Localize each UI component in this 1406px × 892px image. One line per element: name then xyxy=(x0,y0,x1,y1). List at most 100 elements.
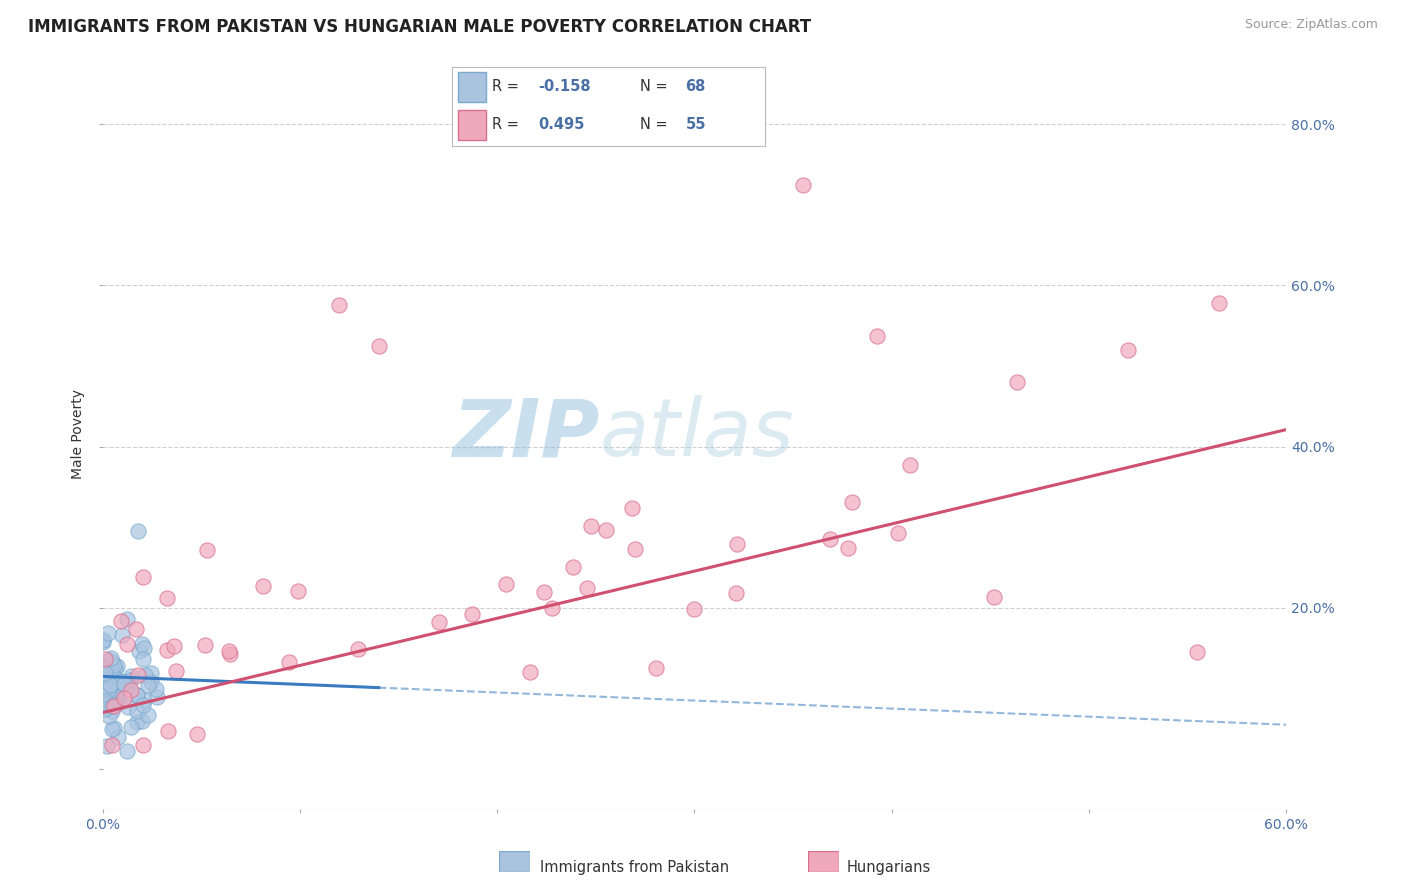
Text: atlas: atlas xyxy=(599,395,794,474)
Point xyxy=(101,704,124,718)
Point xyxy=(125,688,148,702)
Text: Hungarians: Hungarians xyxy=(846,860,931,874)
Point xyxy=(117,699,139,714)
Point xyxy=(94,694,117,708)
Point xyxy=(93,633,115,648)
Point xyxy=(132,738,155,752)
Point xyxy=(100,665,122,679)
Text: IMMIGRANTS FROM PAKISTAN VS HUNGARIAN MALE POVERTY CORRELATION CHART: IMMIGRANTS FROM PAKISTAN VS HUNGARIAN MA… xyxy=(28,18,811,36)
Point xyxy=(218,643,240,657)
Point xyxy=(94,701,117,715)
Point xyxy=(866,329,889,343)
Point xyxy=(97,653,120,667)
Point xyxy=(103,721,125,735)
Point xyxy=(105,659,128,673)
Point xyxy=(96,697,118,711)
Point xyxy=(127,524,149,539)
Point xyxy=(725,537,748,551)
Point xyxy=(900,458,922,472)
Point xyxy=(96,739,118,754)
Point xyxy=(983,590,1005,604)
Point xyxy=(134,693,156,707)
Point xyxy=(103,657,125,672)
Point xyxy=(98,681,121,696)
Point xyxy=(104,697,127,711)
Point xyxy=(101,691,124,706)
Point xyxy=(367,339,389,353)
Point xyxy=(519,665,541,680)
Point xyxy=(427,615,450,629)
Point xyxy=(219,648,242,662)
Point xyxy=(252,579,274,593)
Point xyxy=(127,704,149,718)
Point xyxy=(818,533,841,547)
Point xyxy=(91,635,114,649)
Point xyxy=(98,678,121,692)
Point xyxy=(287,583,309,598)
Point xyxy=(93,681,115,696)
Point xyxy=(682,602,704,616)
Point xyxy=(110,673,132,688)
Point xyxy=(157,723,180,738)
Point xyxy=(103,698,125,713)
Point xyxy=(110,680,132,694)
Point xyxy=(136,707,159,722)
Point xyxy=(111,628,134,642)
Point xyxy=(101,655,124,669)
Point xyxy=(1187,645,1209,659)
Point xyxy=(127,667,149,681)
Point xyxy=(141,674,163,689)
Point xyxy=(533,584,555,599)
Point xyxy=(156,642,179,657)
Point xyxy=(621,500,644,515)
Point xyxy=(105,692,128,706)
Point xyxy=(579,518,602,533)
Point xyxy=(134,640,156,655)
Point xyxy=(186,727,208,741)
Point xyxy=(886,525,908,540)
Point xyxy=(101,738,124,752)
Point xyxy=(495,576,517,591)
Point xyxy=(562,560,585,574)
Point xyxy=(132,652,155,666)
Point xyxy=(97,709,120,723)
Point xyxy=(125,715,148,730)
Point xyxy=(541,600,564,615)
Point xyxy=(97,669,120,683)
Point xyxy=(595,523,617,537)
Point xyxy=(112,690,135,705)
Point xyxy=(132,570,155,584)
Point xyxy=(1005,375,1028,389)
Point xyxy=(120,669,142,683)
Point xyxy=(841,494,863,508)
Point xyxy=(837,541,859,555)
Point xyxy=(132,698,155,712)
Point xyxy=(100,699,122,714)
Point xyxy=(98,692,121,706)
Point xyxy=(163,639,186,653)
Point xyxy=(1116,343,1139,357)
Point xyxy=(97,625,120,640)
Point xyxy=(128,644,150,658)
Point xyxy=(156,591,179,605)
Point xyxy=(125,688,148,702)
Point xyxy=(91,632,114,647)
Point xyxy=(644,661,666,675)
Point xyxy=(115,673,138,688)
Point xyxy=(100,677,122,691)
Point xyxy=(461,607,484,621)
Point xyxy=(328,298,350,312)
Point xyxy=(134,668,156,682)
Point xyxy=(131,714,153,728)
Point xyxy=(1208,296,1230,310)
Point xyxy=(136,678,159,692)
Point xyxy=(131,637,153,651)
Point xyxy=(724,586,747,600)
Point xyxy=(277,655,299,669)
Point xyxy=(576,581,599,595)
Point xyxy=(347,642,370,657)
Point xyxy=(107,690,129,704)
Point xyxy=(117,743,139,757)
Point xyxy=(104,671,127,685)
Point xyxy=(103,662,125,676)
